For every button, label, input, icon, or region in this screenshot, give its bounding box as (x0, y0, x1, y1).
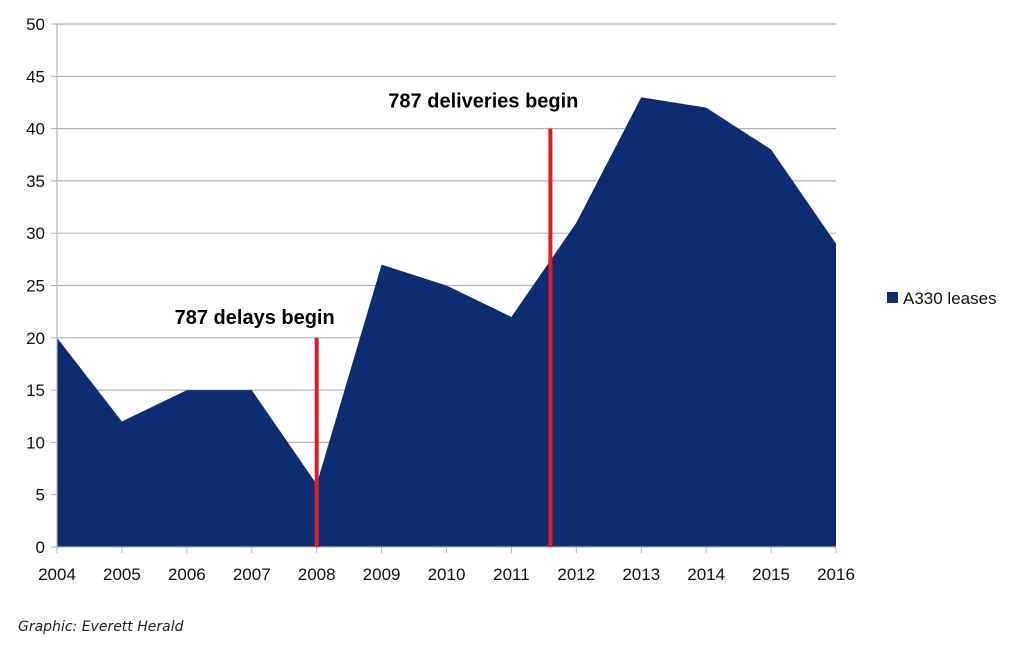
graphic-credit: Graphic: Everett Herald (18, 619, 184, 635)
x-tick-label-2013: 2013 (622, 565, 660, 584)
y-tick-label-10: 10 (26, 433, 45, 452)
x-tick-label-2015: 2015 (752, 565, 790, 584)
annotations: 787 delays begin 787 deliveries begin (175, 91, 578, 547)
x-tick-labels: 2004 2005 2006 2007 2008 2009 2010 2011 2012 2013… (38, 565, 855, 584)
y-tick-label-5: 5 (36, 486, 45, 505)
area-series-a330-leases (57, 97, 836, 547)
legend-label-a330-leases: A330 leases (903, 289, 997, 308)
x-tick-label-2016: 2016 (817, 565, 855, 584)
axes (56, 24, 837, 553)
x-tick-label-2010: 2010 (428, 565, 466, 584)
x-tick-label-2014: 2014 (687, 565, 725, 584)
x-tick-label-2009: 2009 (363, 565, 401, 584)
x-tick-label-2011: 2011 (493, 565, 530, 584)
x-tick-label-2005: 2005 (103, 565, 141, 584)
annotation-787-delays-begin: 787 delays begin (175, 307, 335, 329)
y-tick-label-35: 35 (26, 172, 45, 191)
x-tick-label-2006: 2006 (168, 565, 206, 584)
legend-swatch-a330-leases (887, 292, 898, 303)
x-tick-label-2012: 2012 (557, 565, 595, 584)
y-tick-labels: 0 5 10 15 20 25 30 35 40 45 50 (26, 15, 45, 557)
y-tick-label-40: 40 (26, 120, 45, 139)
y-tick-label-50: 50 (26, 15, 45, 34)
y-tick-label-25: 25 (26, 277, 45, 296)
legend: A330 leases (887, 289, 997, 308)
y-tick-label-30: 30 (26, 224, 45, 243)
annotation-787-deliveries-begin: 787 deliveries begin (388, 91, 578, 113)
y-tick-label-45: 45 (26, 67, 45, 86)
x-tick-label-2007: 2007 (233, 565, 271, 584)
x-tick-label-2004: 2004 (38, 565, 76, 584)
y-tick-label-0: 0 (36, 538, 45, 557)
x-tick-label-2008: 2008 (298, 565, 336, 584)
y-tick-label-20: 20 (26, 329, 45, 348)
y-tick-label-15: 15 (26, 381, 45, 400)
